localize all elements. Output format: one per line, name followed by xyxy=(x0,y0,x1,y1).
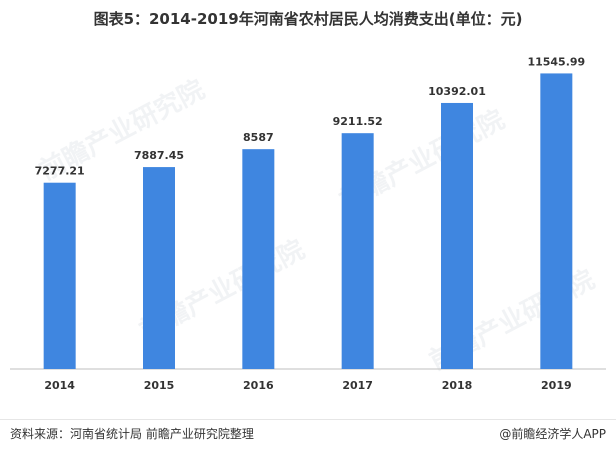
x-tick-label-2017: 2017 xyxy=(342,379,373,392)
bar-2019 xyxy=(540,73,573,369)
x-tick-label-2019: 2019 xyxy=(541,379,572,392)
brand-credit: @前瞻经济学人APP xyxy=(499,427,606,441)
bar-2014 xyxy=(43,182,76,369)
x-tick-label-2018: 2018 xyxy=(442,379,473,392)
source-note: 资料来源：河南省统计局 前瞻产业研究院整理 xyxy=(10,427,254,441)
x-tick-label-2016: 2016 xyxy=(243,379,274,392)
x-tick-label-2015: 2015 xyxy=(144,379,175,392)
bar-2015 xyxy=(143,167,175,369)
bar-chart: 7277.21 2014 7887.45 2015 8587 2016 9211.52 201… xyxy=(10,55,606,392)
bar-2017 xyxy=(341,133,374,369)
bar-2018 xyxy=(441,102,473,370)
value-label-2018: 10392.01 xyxy=(428,85,486,98)
value-label-2015: 7887.45 xyxy=(134,149,184,162)
x-tick-label-2014: 2014 xyxy=(44,379,75,392)
value-label-2014: 7277.21 xyxy=(35,165,85,178)
value-label-2019: 11545.99 xyxy=(527,55,585,68)
value-label-2016: 8587 xyxy=(243,131,274,144)
value-label-2017: 9211.52 xyxy=(333,115,383,128)
bar-2016 xyxy=(242,149,275,369)
footer: 资料来源：河南省统计局 前瞻产业研究院整理 @前瞻经济学人APP xyxy=(0,419,616,451)
chart-title: 图表5：2014-2019年河南省农村居民人均消费支出(单位：元) xyxy=(93,10,523,28)
